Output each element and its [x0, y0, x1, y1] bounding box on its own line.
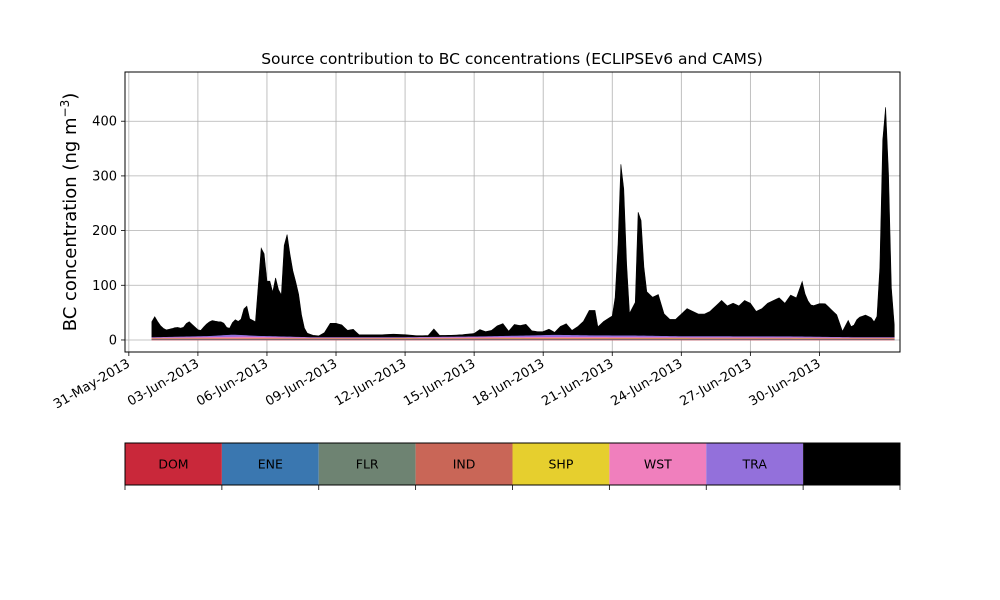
y-axis-label-text: BC concentration (ng m — [60, 117, 81, 331]
y-tick-label: 100 — [92, 279, 117, 294]
y-axis-label-close: ) — [60, 93, 81, 100]
legend-swatch-dom — [125, 443, 222, 485]
y-axis-label: BC concentration (ng m−3) — [58, 93, 81, 332]
plot-frame — [124, 71, 901, 353]
legend-label-dom: DOM — [158, 457, 188, 472]
legend-swatch-shp — [512, 443, 610, 485]
legend-label-wst: WST — [644, 457, 672, 472]
y-tick-label: 400 — [92, 115, 117, 130]
legend-colorbar: DOM ENE FLR IND SHP WST TRA BB — [124, 442, 901, 490]
legend-swatch-tra — [706, 443, 804, 485]
legend-swatch-ind — [415, 443, 513, 485]
y-tick-label: 0 — [109, 333, 117, 348]
legend-swatch-flr — [318, 443, 416, 485]
y-tick-label: 200 — [92, 224, 117, 239]
legend-swatch-bb — [803, 443, 900, 485]
legend-label-bb: BB — [843, 457, 860, 472]
legend-swatch-ene — [221, 443, 319, 485]
y-tick-label: 300 — [92, 169, 117, 184]
legend-label-tra: TRA — [742, 457, 768, 472]
legend-label-ene: ENE — [258, 457, 283, 472]
chart-title: Source contribution to BC concentrations… — [261, 50, 763, 68]
legend-label-flr: FLR — [356, 457, 379, 472]
legend-label-ind: IND — [453, 457, 476, 472]
legend-swatch-wst — [609, 443, 707, 485]
y-axis: 0 100 200 300 400 — [92, 115, 125, 348]
legend-label-shp: SHP — [549, 457, 574, 472]
area-bb — [151, 107, 895, 338]
y-axis-label-exponent: −3 — [58, 100, 72, 118]
stacked-areas — [151, 107, 895, 341]
